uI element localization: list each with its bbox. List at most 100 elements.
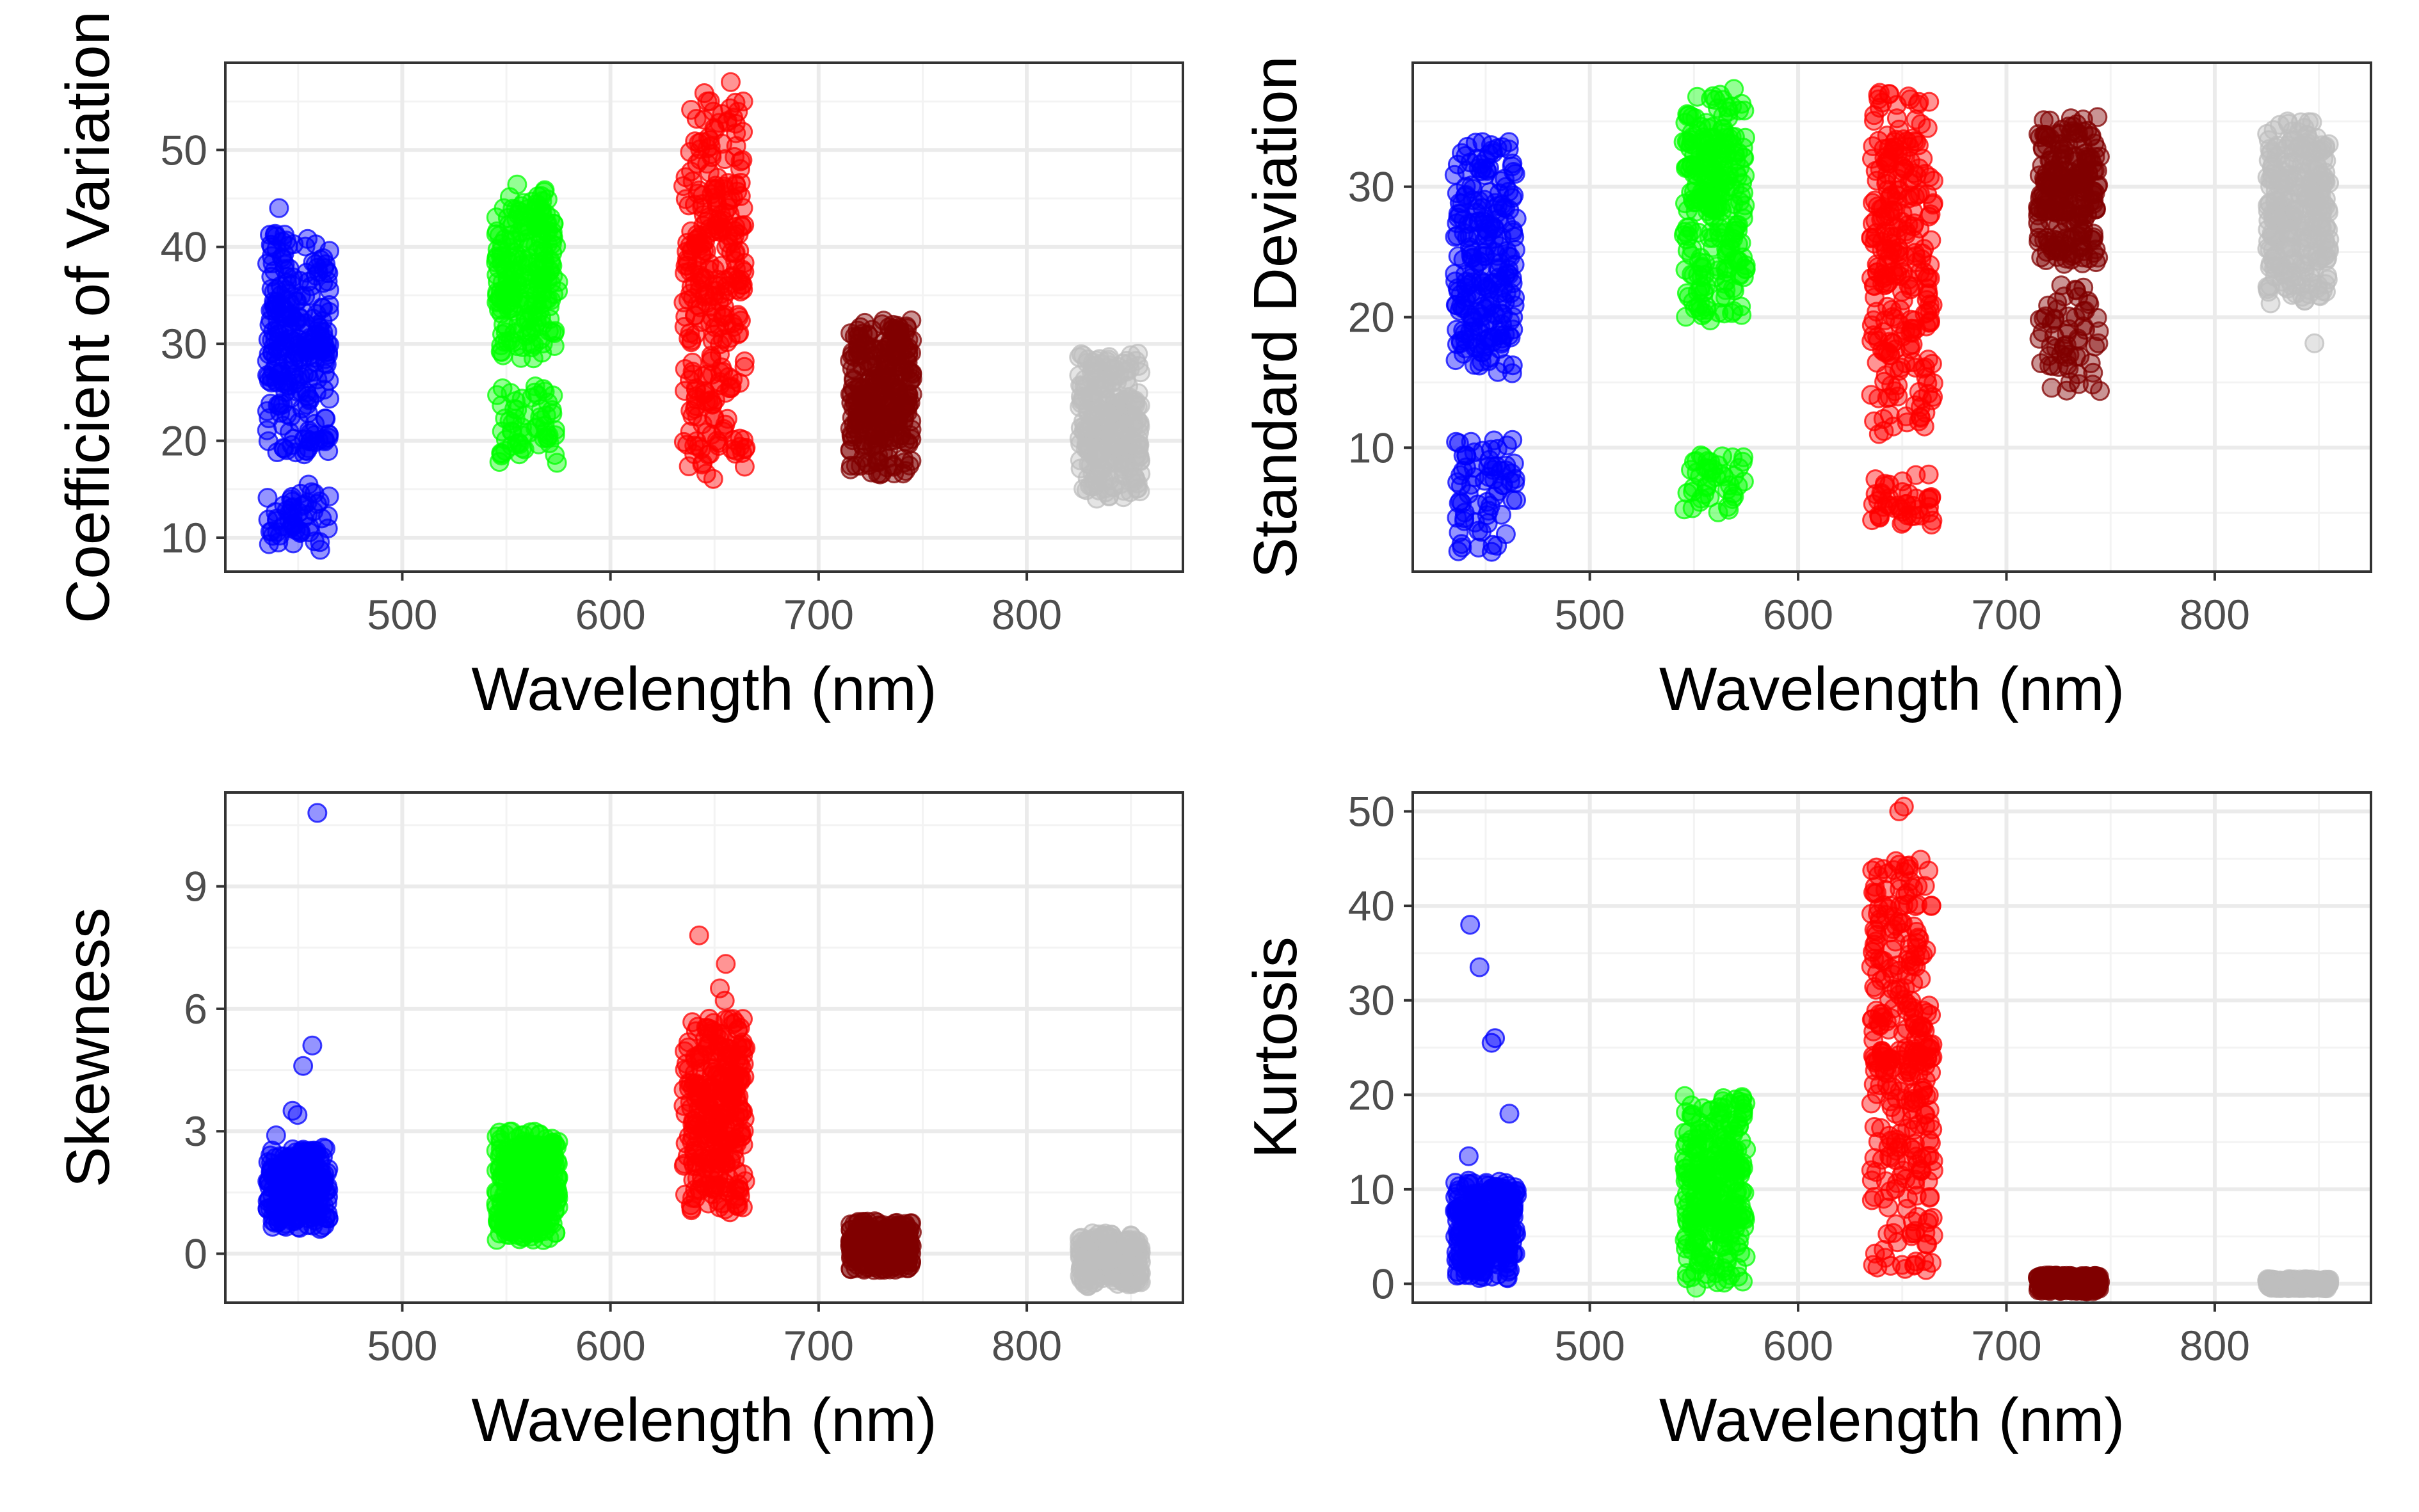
data-point — [1492, 137, 1513, 157]
y-tick-label: 6 — [184, 985, 207, 1033]
data-point — [1447, 1266, 1467, 1286]
data-point — [1486, 203, 1507, 223]
data-point — [864, 1251, 885, 1272]
data-point — [1923, 193, 1943, 213]
data-point — [1448, 1246, 1468, 1266]
data-point — [702, 331, 723, 351]
data-point — [507, 174, 527, 195]
data-point — [1908, 94, 1928, 115]
data-point — [1103, 1270, 1123, 1291]
data-point — [1483, 273, 1503, 293]
data-point — [2084, 133, 2105, 154]
data-point — [844, 414, 864, 434]
points — [257, 803, 1151, 1296]
data-point — [2072, 253, 2093, 273]
data-point — [285, 1142, 306, 1162]
data-point — [547, 1190, 567, 1210]
data-point — [318, 424, 339, 444]
data-point — [281, 406, 301, 426]
data-point — [679, 1059, 698, 1080]
data-point — [1447, 508, 1467, 528]
data-point — [687, 183, 708, 204]
data-point — [898, 337, 919, 358]
x-tick-label: 700 — [784, 1322, 854, 1369]
data-point — [258, 510, 278, 530]
data-point — [2068, 123, 2088, 143]
data-point — [294, 1200, 315, 1220]
data-point — [867, 1234, 887, 1255]
data-point — [262, 330, 282, 350]
data-point — [525, 1184, 545, 1205]
data-point — [507, 1129, 527, 1149]
data-point — [316, 1139, 335, 1159]
data-point — [1497, 435, 1517, 456]
data-point — [1733, 138, 1753, 158]
data-point — [1687, 86, 1707, 107]
data-point — [495, 259, 515, 279]
data-point — [840, 459, 861, 479]
data-point — [840, 440, 860, 460]
data-point — [1922, 353, 1942, 374]
data-point — [725, 243, 745, 264]
data-point — [1458, 1146, 1479, 1166]
data-point — [1681, 134, 1701, 154]
data-point — [865, 425, 886, 446]
data-point — [1719, 238, 1740, 259]
data-point — [682, 352, 703, 373]
data-point — [303, 252, 323, 273]
x-tick-label: 500 — [367, 1322, 437, 1369]
data-point — [1872, 207, 1893, 228]
x-tick-label: 500 — [1555, 591, 1625, 638]
data-point — [1724, 487, 1744, 507]
data-point — [315, 408, 335, 429]
data-point — [1918, 285, 1938, 305]
data-point — [536, 1219, 556, 1239]
data-point — [298, 430, 318, 450]
data-point — [2056, 248, 2077, 269]
data-point — [1725, 218, 1746, 238]
data-point — [735, 1038, 756, 1058]
data-point — [2069, 213, 2089, 234]
data-point — [1675, 221, 1695, 242]
data-point — [519, 422, 540, 443]
data-point — [1505, 239, 1525, 260]
data-point — [2269, 115, 2290, 135]
data-point — [680, 323, 700, 343]
data-point — [1868, 424, 1889, 444]
data-point — [262, 1158, 282, 1178]
y-tick-label: 50 — [161, 126, 207, 173]
data-point — [502, 332, 523, 353]
data-point — [2075, 300, 2095, 321]
data-point — [2258, 130, 2279, 150]
data-point — [1494, 1229, 1515, 1250]
data-point — [1102, 371, 1123, 392]
data-point — [2041, 378, 2062, 398]
data-point — [1705, 90, 1726, 110]
points — [257, 72, 1151, 560]
data-point — [714, 990, 735, 1011]
data-point — [543, 1151, 563, 1171]
data-point — [701, 1169, 721, 1189]
data-point — [1874, 342, 1894, 362]
data-point — [1711, 464, 1732, 485]
data-point — [716, 315, 737, 335]
x-tick-label: 600 — [575, 1322, 646, 1369]
data-point — [1499, 1248, 1519, 1268]
data-point — [293, 302, 314, 322]
y-tick-label: 30 — [1348, 163, 1395, 211]
points — [1445, 796, 2340, 1301]
data-point — [2313, 149, 2334, 169]
data-point — [726, 123, 746, 143]
data-point — [1918, 312, 1939, 333]
data-point — [277, 266, 298, 287]
data-point — [1463, 317, 1483, 337]
data-point — [1481, 1033, 1502, 1053]
data-point — [2070, 158, 2091, 179]
data-point — [2281, 262, 2302, 283]
data-point — [1733, 447, 1754, 467]
data-point — [1097, 401, 1117, 422]
data-point — [1863, 136, 1883, 156]
data-point — [2036, 250, 2056, 270]
data-point — [1674, 499, 1694, 520]
data-point — [1125, 394, 1146, 415]
